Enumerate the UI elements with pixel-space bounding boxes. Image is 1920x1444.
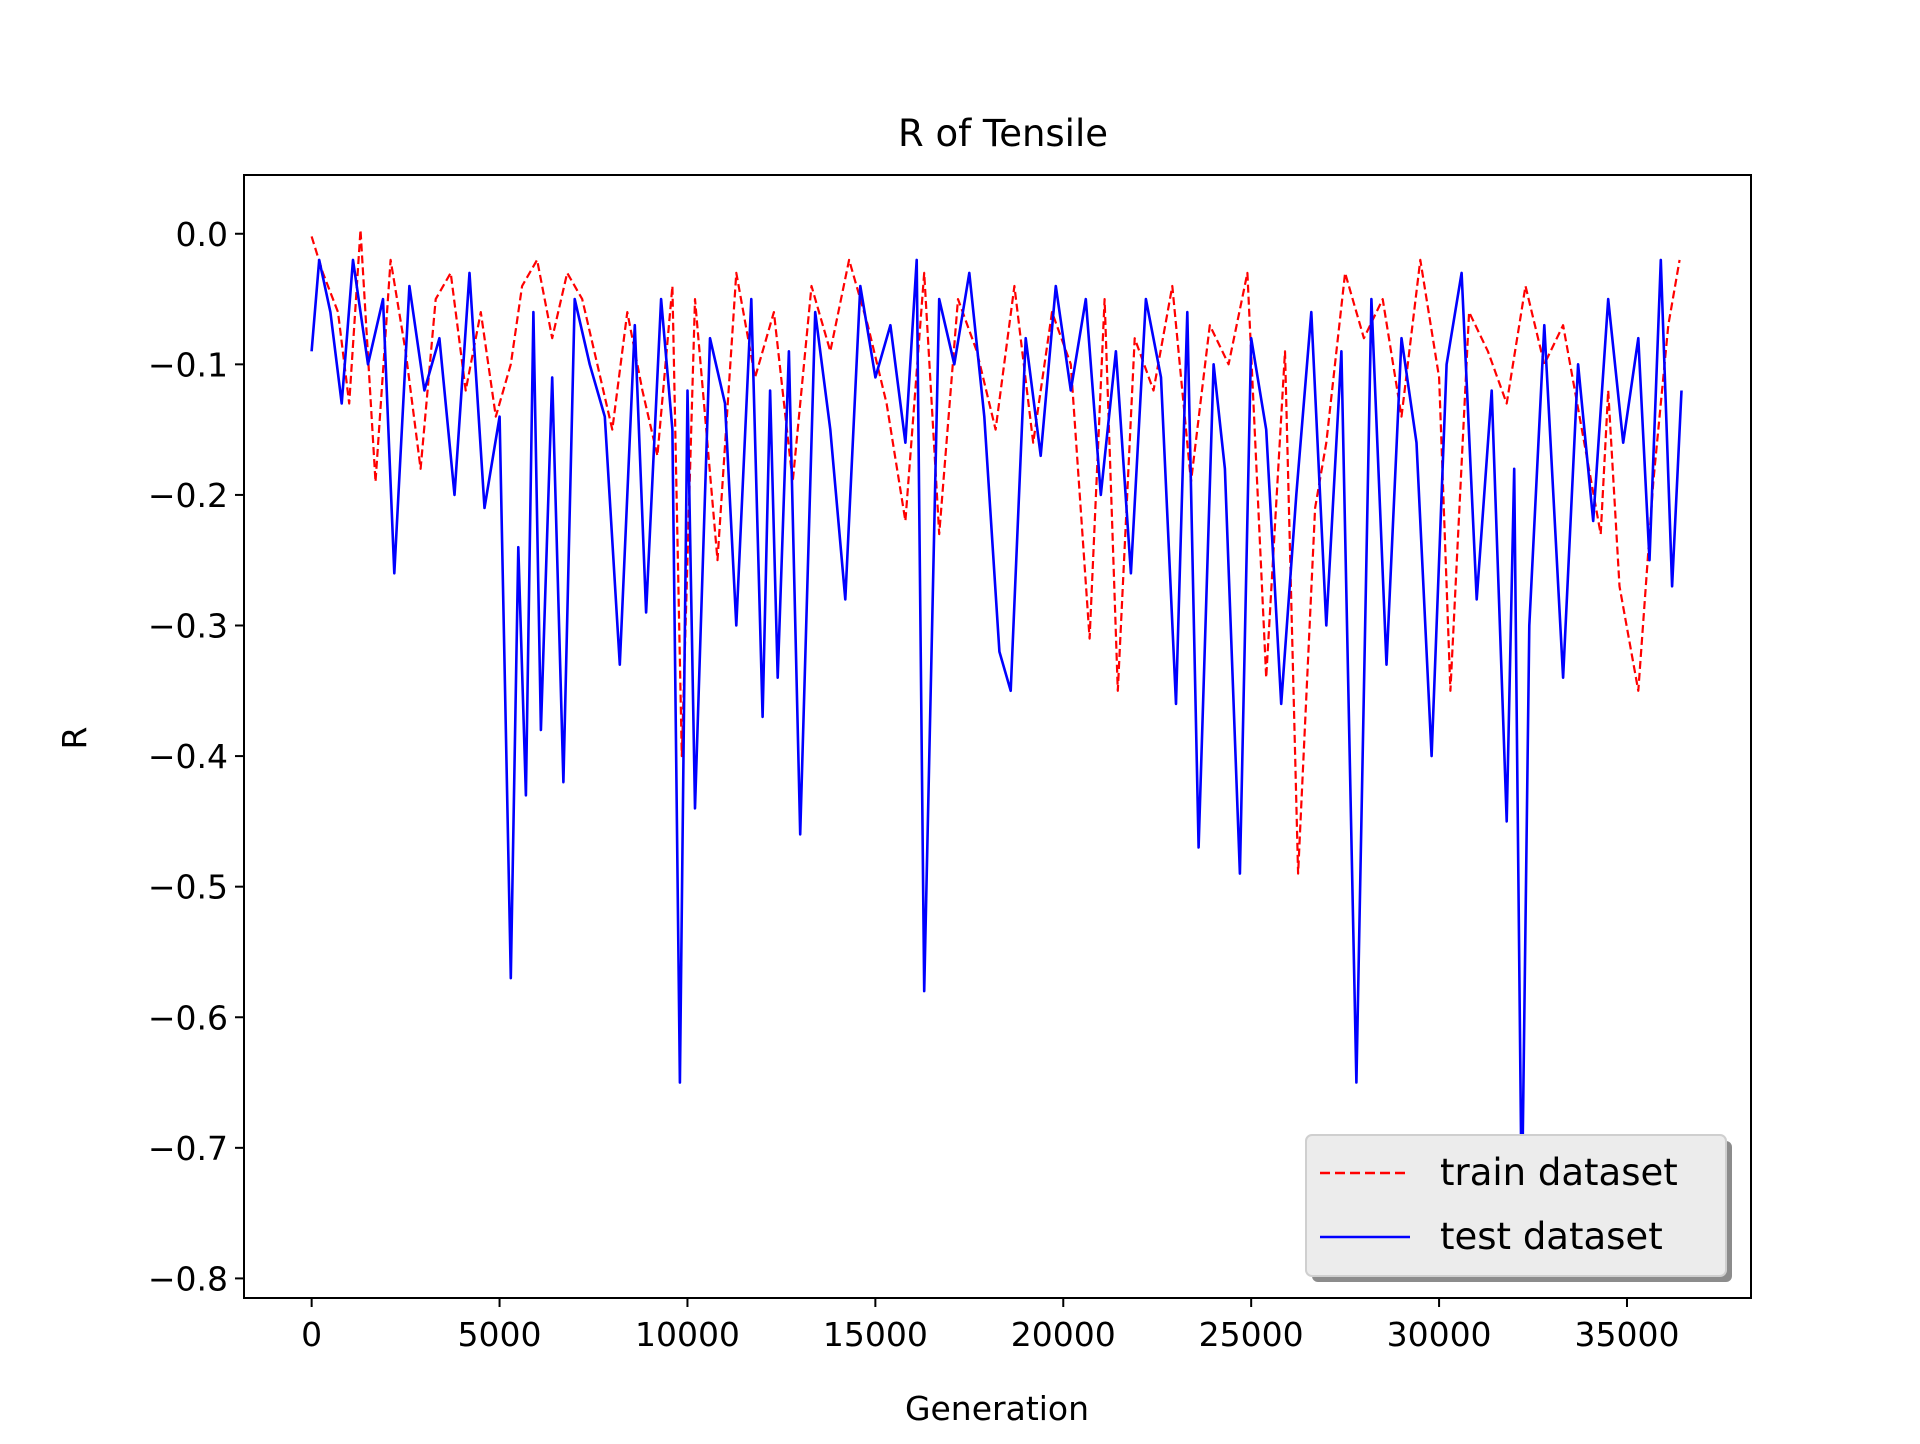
y-tick-label: −0.1 <box>148 345 228 384</box>
chart-title: R of Tensile <box>898 112 1108 155</box>
legend-label: test dataset <box>1440 1215 1663 1258</box>
y-tick-label: 0.0 <box>176 215 228 254</box>
x-axis-label: Generation <box>905 1389 1089 1428</box>
axes-frame <box>243 174 1752 1299</box>
x-tick-label: 0 <box>301 1315 322 1354</box>
x-tick-label: 15000 <box>823 1315 928 1354</box>
y-tick-label: −0.2 <box>148 476 228 515</box>
y-tick-label: −0.7 <box>148 1129 228 1168</box>
x-axis: 0 5000 10000 15000 20000 25000 30000 35000 <box>301 1298 1679 1354</box>
x-tick-label: 35000 <box>1574 1315 1679 1354</box>
series-line-train <box>310 228 1681 875</box>
plot-area <box>310 228 1683 1215</box>
x-tick-label: 30000 <box>1387 1315 1492 1354</box>
x-tick-label: 20000 <box>1011 1315 1116 1354</box>
y-tick-label: −0.3 <box>148 607 228 646</box>
y-tick-label: −0.6 <box>148 998 228 1037</box>
legend-box <box>1305 1134 1727 1277</box>
x-tick-label: 5000 <box>458 1315 542 1354</box>
x-tick-label: 25000 <box>1199 1315 1304 1354</box>
legend: train dataset test dataset <box>1305 1134 1732 1282</box>
y-axis-label: R <box>55 727 94 750</box>
y-tick-label: −0.8 <box>148 1259 228 1298</box>
series-line-test <box>310 258 1683 1215</box>
x-tick-label: 10000 <box>635 1315 740 1354</box>
legend-label: train dataset <box>1440 1151 1678 1194</box>
y-tick-label: −0.4 <box>148 737 228 776</box>
y-tick-label: −0.5 <box>148 868 228 907</box>
y-axis: 0.0 −0.1 −0.2 −0.3 −0.4 −0.5 −0.6 −0.7 −0.8 <box>148 215 244 1298</box>
